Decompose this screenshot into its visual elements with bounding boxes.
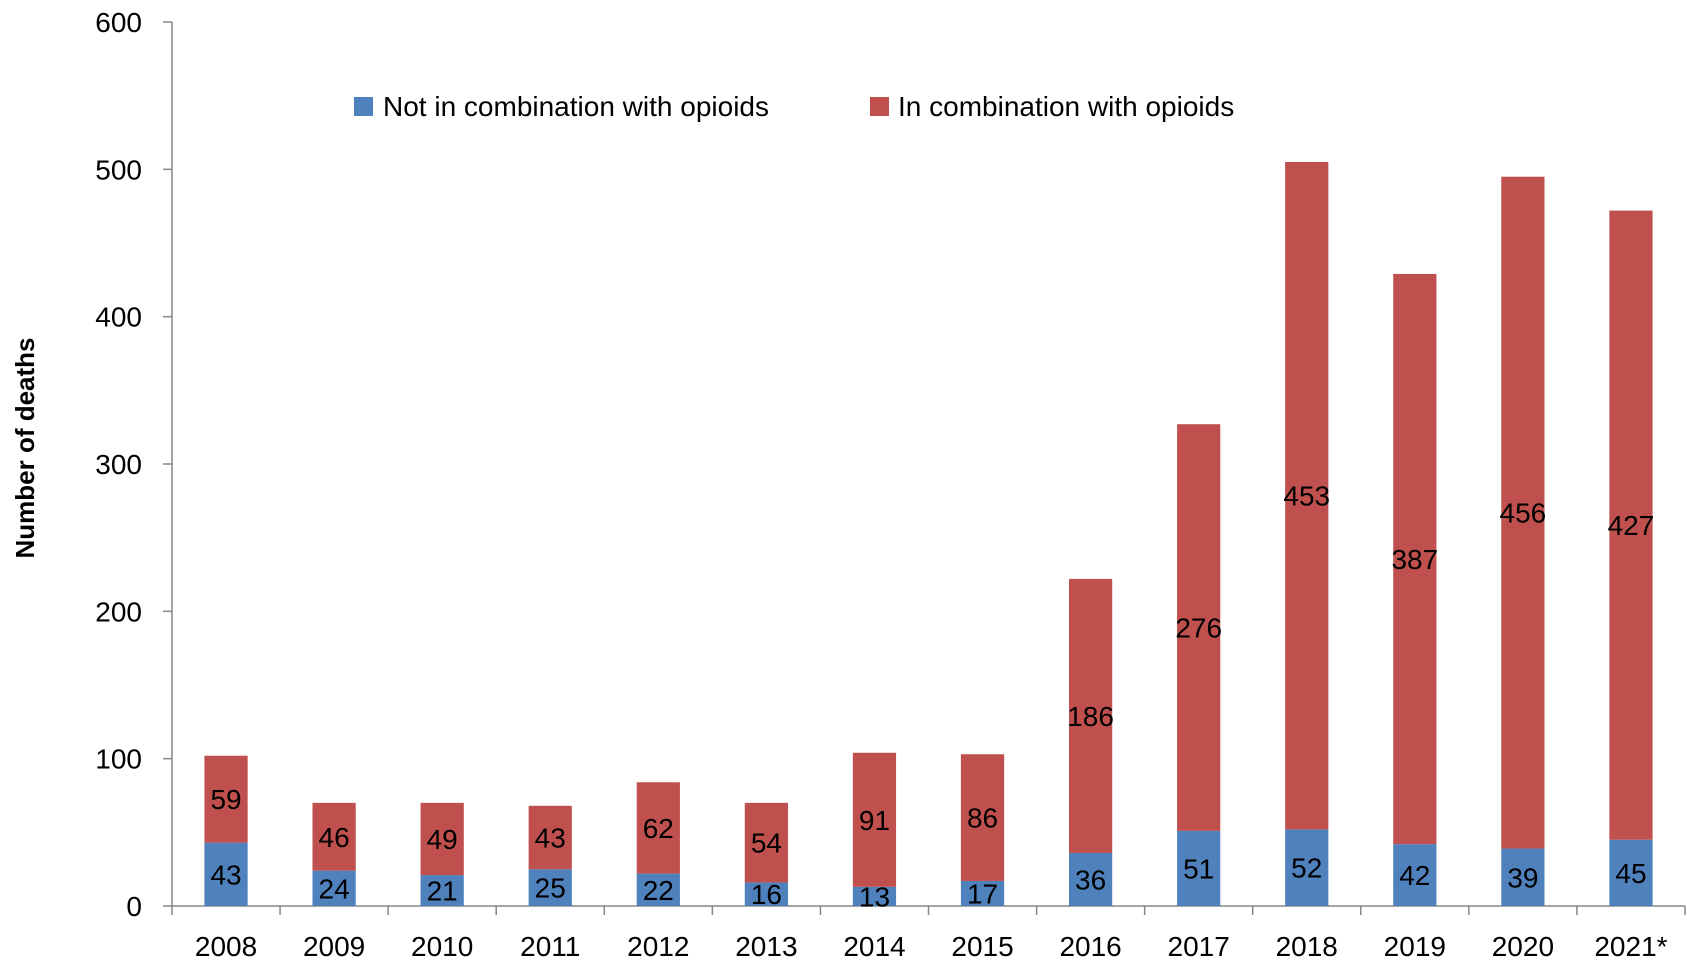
data-label-not-with-opioids: 52 xyxy=(1291,853,1322,884)
data-label-with-opioids: 62 xyxy=(643,813,674,844)
y-tick-label: 200 xyxy=(95,596,142,627)
data-label-with-opioids: 86 xyxy=(967,803,998,834)
bar-with-opioids xyxy=(1609,210,1653,840)
bar-not-with-opioids xyxy=(960,880,1005,906)
bar-not-with-opioids xyxy=(1285,829,1329,906)
x-tick-label: 2008 xyxy=(195,931,257,962)
bar-with-opioids xyxy=(744,802,789,883)
y-tick-label: 600 xyxy=(95,7,142,38)
bar-with-opioids xyxy=(312,802,356,871)
y-tick-label: 100 xyxy=(95,744,142,775)
bar-not-with-opioids xyxy=(1068,852,1113,906)
data-label-with-opioids: 427 xyxy=(1608,510,1655,541)
bar-not-with-opioids xyxy=(204,842,248,906)
data-label-with-opioids: 49 xyxy=(427,824,458,855)
x-tick-label: 2014 xyxy=(843,931,905,962)
legend-swatch-not-with-opioids xyxy=(354,97,373,116)
y-tick-label: 0 xyxy=(126,891,142,922)
legend-label-with-opioids: In combination with opioids xyxy=(898,91,1234,122)
x-tick-label: 2020 xyxy=(1492,931,1554,962)
bar-with-opioids xyxy=(1177,424,1221,831)
data-label-with-opioids: 43 xyxy=(535,822,566,853)
data-label-not-with-opioids: 39 xyxy=(1507,862,1538,893)
data-label-with-opioids: 387 xyxy=(1391,544,1438,575)
bar-with-opioids xyxy=(852,752,897,887)
y-axis-title: Number of deaths xyxy=(10,337,40,558)
data-label-not-with-opioids: 13 xyxy=(859,881,890,912)
data-label-not-with-opioids: 22 xyxy=(643,875,674,906)
data-label-not-with-opioids: 36 xyxy=(1075,864,1106,895)
bar-not-with-opioids xyxy=(312,870,356,906)
bar-with-opioids xyxy=(1285,161,1329,830)
bar-not-with-opioids xyxy=(1393,844,1437,906)
data-label-not-with-opioids: 16 xyxy=(751,879,782,910)
y-tick-label: 400 xyxy=(95,302,142,333)
legend-swatch-with-opioids xyxy=(870,97,889,116)
bar-not-with-opioids xyxy=(528,869,572,906)
data-label-with-opioids: 453 xyxy=(1283,481,1330,512)
bar-not-with-opioids xyxy=(852,886,897,906)
x-tick-label: 2018 xyxy=(1276,931,1338,962)
axes-layer: 0 100 200 300 400 500 600 2008 2009 2010 2011 2012 2… xyxy=(95,7,1686,962)
x-tick-label: 2010 xyxy=(411,931,473,962)
x-tick-label: 2009 xyxy=(303,931,365,962)
data-label-not-with-opioids: 21 xyxy=(427,876,458,907)
data-label-not-with-opioids: 51 xyxy=(1183,853,1214,884)
data-label-not-with-opioids: 25 xyxy=(535,873,566,904)
bar-with-opioids xyxy=(1393,273,1437,845)
x-tick-label: 2021* xyxy=(1594,931,1667,962)
bar-not-with-opioids xyxy=(1609,839,1653,906)
legend: Not in combination with opioids In combi… xyxy=(354,91,1234,122)
data-label-with-opioids: 276 xyxy=(1175,613,1222,644)
bar-not-with-opioids xyxy=(1177,830,1221,906)
bar-with-opioids xyxy=(636,782,680,874)
x-tick-label: 2017 xyxy=(1168,931,1230,962)
bar-with-opioids xyxy=(420,802,464,876)
data-labels-layer: 43 59 24 46 21 49 25 43 22 62 16 54 13 91 17 86 36 186 51 2… xyxy=(210,481,1654,913)
x-tick-label: 2012 xyxy=(627,931,689,962)
x-tick-label: 2013 xyxy=(735,931,797,962)
data-label-not-with-opioids: 42 xyxy=(1399,860,1430,891)
x-tick-label: 2011 xyxy=(520,931,580,962)
data-label-not-with-opioids: 43 xyxy=(210,859,241,890)
data-label-with-opioids: 54 xyxy=(751,828,782,859)
bar-not-with-opioids xyxy=(420,875,464,906)
bar-with-opioids xyxy=(1068,578,1113,853)
bar-not-with-opioids xyxy=(1501,848,1545,906)
data-label-not-with-opioids: 45 xyxy=(1615,858,1646,889)
data-label-with-opioids: 46 xyxy=(319,822,350,853)
bar-not-with-opioids xyxy=(744,882,789,906)
x-tick-label: 2015 xyxy=(951,931,1013,962)
x-tick-label: 2016 xyxy=(1059,931,1121,962)
bars-layer xyxy=(204,161,1653,906)
data-label-with-opioids: 456 xyxy=(1500,498,1547,529)
bar-with-opioids xyxy=(528,805,572,870)
x-tick-label: 2019 xyxy=(1384,931,1446,962)
data-label-with-opioids: 91 xyxy=(859,805,890,836)
bar-not-with-opioids xyxy=(636,873,680,906)
bar-with-opioids xyxy=(204,755,248,843)
data-label-not-with-opioids: 24 xyxy=(319,873,350,904)
y-tick-label: 500 xyxy=(95,154,142,185)
data-label-with-opioids: 59 xyxy=(210,784,241,815)
bar-with-opioids xyxy=(960,754,1005,881)
legend-label-not-with-opioids: Not in combination with opioids xyxy=(383,91,769,122)
y-tick-label: 300 xyxy=(95,449,142,480)
data-label-not-with-opioids: 17 xyxy=(967,878,998,909)
data-label-with-opioids: 186 xyxy=(1067,701,1114,732)
bar-with-opioids xyxy=(1501,176,1545,849)
